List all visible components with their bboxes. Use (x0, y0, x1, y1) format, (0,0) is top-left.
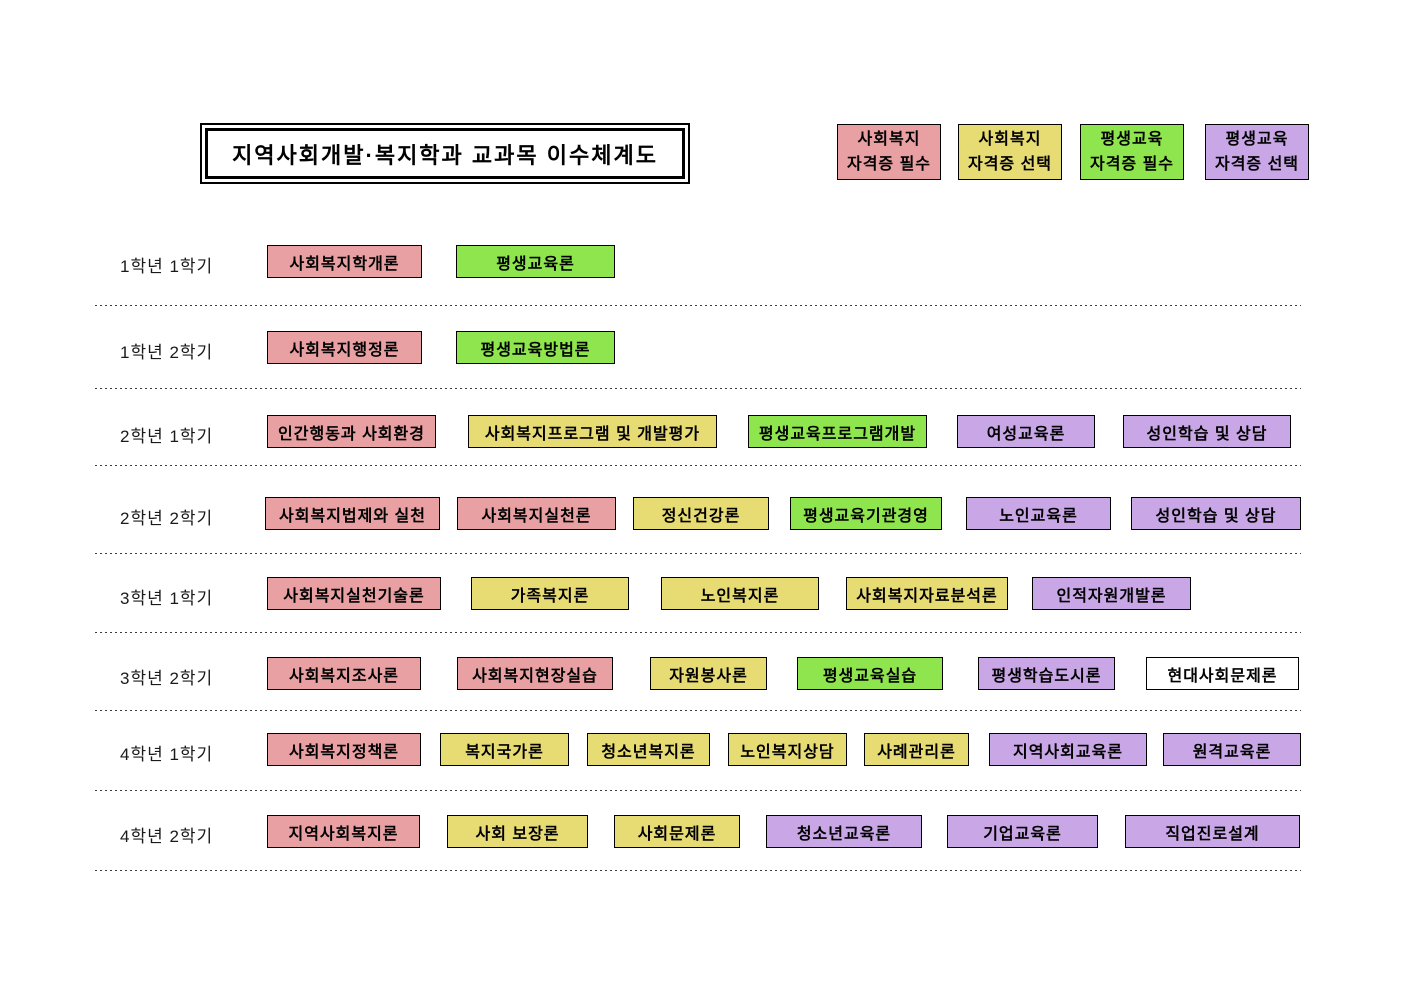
course-box: 사회복지자료분석론 (846, 577, 1008, 610)
semester-label: 4학년 2학기 (120, 827, 214, 846)
course-box: 지역사회교육론 (989, 733, 1147, 766)
row-separator (95, 870, 1301, 872)
legend-item-line1: 사회복지 (978, 131, 1042, 148)
course-box: 정신건강론 (633, 497, 769, 530)
course-box: 원격교육론 (1163, 733, 1301, 766)
course-box: 사회복지실천기술론 (267, 577, 441, 610)
semester-label: 1학년 2학기 (120, 343, 214, 362)
course-box: 노인복지론 (661, 577, 819, 610)
course-box: 지역사회복지론 (267, 815, 420, 848)
row-separator (95, 632, 1301, 634)
course-box: 인적자원개발론 (1032, 577, 1191, 610)
row-separator (95, 465, 1301, 467)
course-box: 청소년복지론 (587, 733, 710, 766)
semester-label: 1학년 1학기 (120, 257, 214, 276)
course-box: 직업진로설계 (1125, 815, 1300, 848)
course-box: 성인학습 및 상담 (1131, 497, 1301, 530)
course-box: 사회복지현장실습 (457, 657, 613, 690)
course-box: 사회복지행정론 (267, 331, 422, 364)
course-box: 평생학습도시론 (978, 657, 1115, 690)
course-box: 평생교육방법론 (456, 331, 615, 364)
course-box: 성인학습 및 상담 (1123, 415, 1291, 448)
course-box: 사례관리론 (864, 733, 969, 766)
semester-label: 2학년 1학기 (120, 427, 214, 446)
semester-label: 3학년 2학기 (120, 669, 214, 688)
legend-item-line2: 자격증 선택 (967, 156, 1053, 173)
row-separator (95, 710, 1301, 712)
course-box: 자원봉사론 (650, 657, 767, 690)
course-box: 평생교육프로그램개발 (748, 415, 927, 448)
course-box: 복지국가론 (440, 733, 569, 766)
legend-item-line2: 자격증 필수 (846, 156, 932, 173)
row-separator (95, 790, 1301, 792)
legend-item-line1: 평생교육 (1225, 131, 1289, 148)
legend-item-line1: 사회복지 (857, 131, 921, 148)
row-separator (95, 305, 1301, 307)
course-box: 사회 보장론 (447, 815, 588, 848)
legend-item-line2: 자격증 필수 (1089, 156, 1175, 173)
course-box: 평생교육실습 (797, 657, 943, 690)
course-box: 기업교육론 (947, 815, 1098, 848)
course-box: 노인복지상담 (728, 733, 847, 766)
course-box: 현대사회문제론 (1146, 657, 1299, 690)
legend-item-line2: 자격증 선택 (1214, 156, 1300, 173)
course-box: 사회문제론 (614, 815, 740, 848)
course-box: 노인교육론 (966, 497, 1111, 530)
semester-label: 2학년 2학기 (120, 509, 214, 528)
semester-label: 3학년 1학기 (120, 589, 214, 608)
row-separator (95, 553, 1301, 555)
diagram-title-box: 지역사회개발·복지학과 교과목 이수체계도 (200, 123, 690, 184)
semester-label: 4학년 1학기 (120, 745, 214, 764)
course-box: 사회복지정책론 (267, 733, 421, 766)
course-box: 평생교육기관경영 (790, 497, 942, 530)
course-box: 가족복지론 (471, 577, 629, 610)
course-box: 사회복지실천론 (457, 497, 616, 530)
course-box: 인간행동과 사회환경 (267, 415, 436, 448)
course-box: 사회복지프로그램 및 개발평가 (468, 415, 717, 448)
course-box: 청소년교육론 (766, 815, 922, 848)
course-box: 사회복지학개론 (267, 245, 422, 278)
row-separator (95, 388, 1301, 390)
course-box: 사회복지법제와 실천 (265, 497, 440, 530)
course-box: 평생교육론 (456, 245, 615, 278)
course-box: 여성교육론 (957, 415, 1095, 448)
diagram-title: 지역사회개발·복지학과 교과목 이수체계도 (205, 128, 685, 179)
legend-item-line1: 평생교육 (1100, 131, 1164, 148)
course-box: 사회복지조사론 (267, 657, 421, 690)
